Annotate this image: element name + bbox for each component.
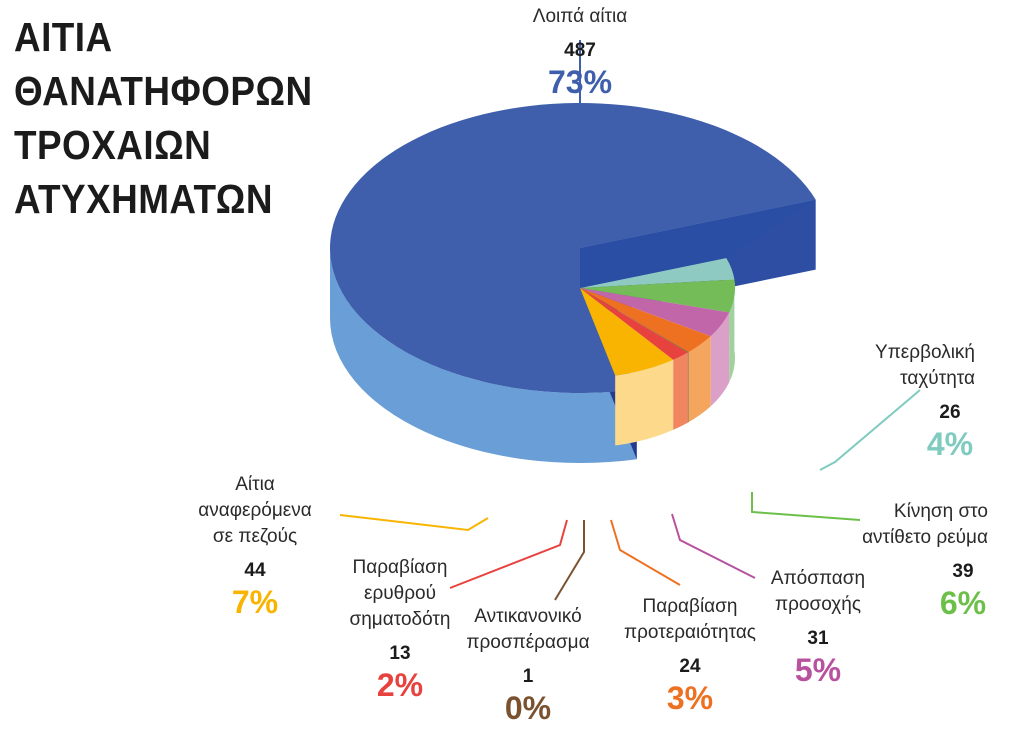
slice-label: Αίτια — [235, 474, 275, 495]
slice-label-group: Αίτια αναφερόμενα σε πεζούς 44 7% — [198, 474, 489, 620]
slice-label-group: Απόσπαση προσοχής 31 5% — [671, 513, 865, 688]
slice-percent: 3% — [667, 680, 713, 716]
slice-label: Κίνηση στο — [894, 501, 988, 522]
leader-line — [610, 519, 681, 586]
slice-label: σε πεζούς — [213, 526, 297, 547]
slice-3-side — [710, 312, 730, 407]
slice-value: 44 — [244, 560, 266, 581]
slice-6-top — [580, 288, 688, 360]
label-layer: Λοιπά αίτια 487 73% Υπερβολική ταχύτητα 26 4% Κ… — [198, 6, 988, 726]
slice-value: 1 — [523, 666, 534, 687]
slice-7-side — [615, 359, 674, 446]
slice-label-group: Παραβίαση προτεραιότητας 24 3% — [610, 519, 756, 716]
slice-percent: 5% — [795, 652, 841, 688]
slice-6-side — [673, 352, 688, 430]
slice-label: προσοχής — [775, 594, 861, 615]
slice-label-group: Κίνηση στο αντίθετο ρεύμα 39 6% — [751, 492, 988, 621]
slice-value: 24 — [679, 656, 701, 677]
slice-label-group: Λοιπά αίτια 487 73% — [533, 6, 628, 118]
slice-1-top — [580, 258, 735, 288]
slice-label: Παραβίαση — [353, 557, 448, 578]
slice-label-group: Αντικανονικό προσπέρασμα 1 0% — [466, 520, 590, 726]
slice-percent: 2% — [377, 667, 423, 703]
slice-label: ταχύτητα — [900, 368, 975, 389]
slice-percent: 0% — [505, 690, 551, 726]
title-line: ΑΙΤΙΑ — [14, 14, 113, 60]
slice-percent: 7% — [232, 584, 278, 620]
pie-layer — [329, 103, 816, 464]
slice-2-side — [729, 279, 735, 383]
chart-title: ΑΙΤΙΑ ΘΑΝΑΤΗΦΟΡΩΝ ΤΡΟΧΑΙΩΝ ΑΤΥΧΗΜΑΤΩΝ — [14, 10, 313, 226]
slice-label: Παραβίαση — [643, 596, 738, 617]
slice-label-group: Παραβίαση ερυθρού σηματοδότη 13 2% — [350, 519, 568, 703]
slice-value: 39 — [952, 561, 973, 582]
slice-label: ερυθρού — [364, 583, 436, 604]
slice-2-top — [580, 279, 735, 313]
slice-percent: 73% — [548, 64, 612, 100]
slice-value: 31 — [807, 628, 829, 649]
slice-label: αντίθετο ρεύμα — [862, 527, 988, 548]
slice-5-side — [687, 352, 689, 423]
slice-4-top — [580, 288, 711, 353]
slice-other-side — [330, 248, 637, 464]
slice-other-inner-step — [580, 199, 816, 288]
leader-line — [339, 514, 489, 532]
slice-value: 487 — [564, 40, 596, 61]
slice-label: Αντικανονικό — [474, 606, 581, 627]
slice-label: σηματοδότη — [350, 609, 451, 630]
slice-4-side — [688, 336, 711, 423]
slice-7-top — [580, 288, 674, 376]
slice-value: 26 — [939, 402, 960, 423]
slice-label: αναφερόμενα — [198, 500, 312, 521]
slice-label: Απόσπαση — [771, 568, 865, 589]
title-line: ΘΑΝΑΤΗΦΟΡΩΝ — [14, 68, 313, 114]
slice-label: προτεραιότητας — [624, 622, 756, 643]
title-line: ΑΤΥΧΗΜΑΤΩΝ — [14, 176, 273, 222]
leader-line — [554, 520, 585, 601]
slice-label: Υπερβολική — [875, 342, 975, 363]
leader-line — [819, 389, 921, 471]
title-line: ΤΡΟΧΑΙΩΝ — [14, 122, 212, 168]
slice-percent: 6% — [940, 585, 986, 621]
slice-label: προσπέρασμα — [466, 632, 589, 653]
slice-other-top — [329, 103, 816, 394]
slice-label-group: Υπερβολική ταχύτητα 26 4% — [819, 342, 975, 471]
slice-label: Λοιπά αίτια — [533, 6, 628, 27]
leader-line — [751, 492, 861, 521]
slice-3-top — [580, 288, 730, 337]
slice-percent: 4% — [927, 426, 973, 462]
slice-value: 13 — [389, 643, 410, 664]
leader-line — [671, 513, 756, 579]
leader-line — [449, 519, 568, 589]
slice-5-top — [580, 288, 689, 353]
